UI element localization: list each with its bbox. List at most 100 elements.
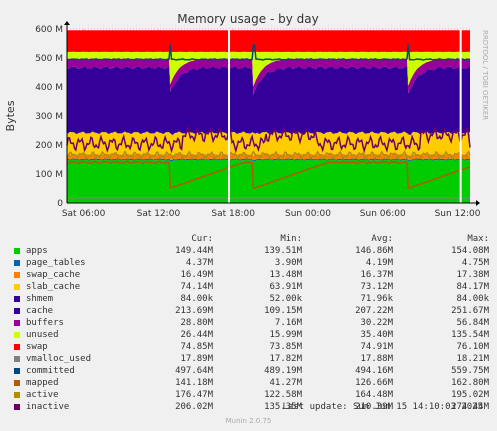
value-cur: 26.44M <box>180 330 213 340</box>
value-min: 135.35M <box>264 402 302 412</box>
legend-swatch <box>14 368 20 374</box>
value-max: 559.75M <box>451 366 489 376</box>
legend-name: committed <box>26 366 75 376</box>
last-update: Last update: Sun Jun 15 14:10:03 2025 <box>282 402 483 412</box>
value-cur: 149.44M <box>175 246 213 256</box>
value-cur: 4.37M <box>185 258 213 268</box>
value-cur: 16.49M <box>180 270 213 280</box>
legend-swatch <box>14 392 20 398</box>
legend-name: buffers <box>26 318 64 328</box>
value-avg: 210.39M <box>355 402 393 412</box>
col-min-header: Min: <box>280 234 302 244</box>
value-cur: 497.64M <box>175 366 213 376</box>
legend-row: unused 26.44M 15.99M 35.40M 135.54M <box>14 329 489 341</box>
value-cur: 213.69M <box>175 306 213 316</box>
value-avg: 71.96k <box>360 294 393 304</box>
legend-swatch <box>14 380 20 386</box>
value-avg: 35.40M <box>360 330 393 340</box>
series-lines <box>66 29 471 203</box>
value-cur: 74.85M <box>180 342 213 352</box>
legend-name: vmalloc_used <box>26 354 92 364</box>
legend-swatch <box>14 404 20 410</box>
y-tick-label: 600 M <box>35 25 63 35</box>
value-cur: 17.89M <box>180 354 213 364</box>
value-avg: 30.22M <box>360 318 393 328</box>
value-cur: 141.18M <box>175 378 213 388</box>
legend: Cur: Min: Avg: Max: apps 149.44M 139.51M 14… <box>14 233 489 413</box>
value-avg: 74.91M <box>360 342 393 352</box>
stacked-areas <box>67 30 470 203</box>
legend-swatch <box>14 308 20 314</box>
area-page-tables <box>67 158 470 162</box>
legend-name: active <box>26 390 59 400</box>
area-swap <box>67 30 470 53</box>
area-buffers <box>67 58 470 95</box>
x-tick-label: Sat 12:00 <box>137 209 181 219</box>
y-tick-label: 500 M <box>35 54 63 64</box>
value-avg: 73.12M <box>360 282 393 292</box>
line-active <box>66 150 471 161</box>
munin-version: Munin 2.0.75 <box>225 417 272 425</box>
x-tick-label: Sat 18:00 <box>211 209 255 219</box>
value-cur: 84.00k <box>180 294 213 304</box>
legend-name: cache <box>26 306 54 316</box>
value-max: 251.67M <box>451 306 489 316</box>
legend-swatch <box>14 344 20 350</box>
value-avg: 146.86M <box>355 246 393 256</box>
value-min: 41.27M <box>269 378 302 388</box>
x-tick-label: Sun 12:00 <box>435 209 481 219</box>
value-min: 63.91M <box>269 282 302 292</box>
col-cur-header: Cur: <box>191 234 213 244</box>
legend-row: mapped 141.18M 41.27M 126.66M 162.80M <box>14 377 489 389</box>
value-min: 17.82M <box>269 354 302 364</box>
value-min: 73.85M <box>269 342 302 352</box>
legend-row: cache 213.69M 109.15M 207.22M 251.67M <box>14 305 489 317</box>
legend-name: unused <box>26 330 59 340</box>
y-tick-label: 100 M <box>35 170 63 180</box>
legend-name: swap <box>26 342 48 352</box>
line-inactive <box>66 125 471 154</box>
legend-row: page_tables 4.37M 3.90M 4.19M 4.75M <box>14 257 489 269</box>
axis-ticks: 0 100 M 200 M 300 M 400 M 500 M 600 M Sat 06:00… <box>35 25 481 219</box>
col-max-header: Max: <box>467 234 489 244</box>
y-axis-label: Bytes <box>4 100 17 131</box>
value-max: 4.75M <box>461 258 489 268</box>
legend-name: shmem <box>26 294 54 304</box>
legend-row: swap_cache 16.49M 13.48M 16.37M 17.38M <box>14 269 489 281</box>
y-tick-label: 400 M <box>35 83 63 93</box>
legend-swatch <box>14 248 20 254</box>
value-max: 274.44M <box>451 402 489 412</box>
legend-name: page_tables <box>26 258 86 268</box>
line-committed <box>66 44 471 61</box>
y-tick-label: 200 M <box>35 141 63 151</box>
legend-swatch <box>14 260 20 266</box>
value-min: 109.15M <box>264 306 302 316</box>
legend-row: vmalloc_used 17.89M 17.82M 17.88M 18.21M <box>14 353 489 365</box>
value-cur: 176.47M <box>175 390 213 400</box>
legend-name: inactive <box>26 402 70 412</box>
value-max: 162.80M <box>451 378 489 388</box>
legend-swatch <box>14 296 20 302</box>
legend-name: mapped <box>26 378 59 388</box>
area-apps <box>67 159 470 203</box>
area-slab-cache <box>67 131 470 156</box>
legend-swatch <box>14 356 20 362</box>
legend-name: slab_cache <box>26 282 81 292</box>
col-avg-header: Avg: <box>371 234 393 244</box>
area-cache <box>67 66 470 136</box>
legend-row: committed 497.64M 489.19M 494.16M 559.75M <box>14 365 489 377</box>
value-max: 135.54M <box>451 330 489 340</box>
value-min: 52.00k <box>269 294 302 304</box>
value-avg: 207.22M <box>355 306 393 316</box>
value-avg: 164.48M <box>355 390 393 400</box>
chart-title: Memory usage - by day <box>177 12 318 26</box>
legend-swatch <box>14 284 20 290</box>
legend-row: inactive 206.02M 135.35M 210.39M 274.44M <box>14 401 489 413</box>
value-min: 7.16M <box>274 318 302 328</box>
value-max: 56.84M <box>456 318 489 328</box>
value-max: 84.00k <box>456 294 489 304</box>
value-max: 17.38M <box>456 270 489 280</box>
legend-row: slab_cache 74.14M 63.91M 73.12M 84.17M <box>14 281 489 293</box>
legend-swatch <box>14 332 20 338</box>
legend-row: shmem 84.00k 52.00k 71.96k 84.00k <box>14 293 489 305</box>
